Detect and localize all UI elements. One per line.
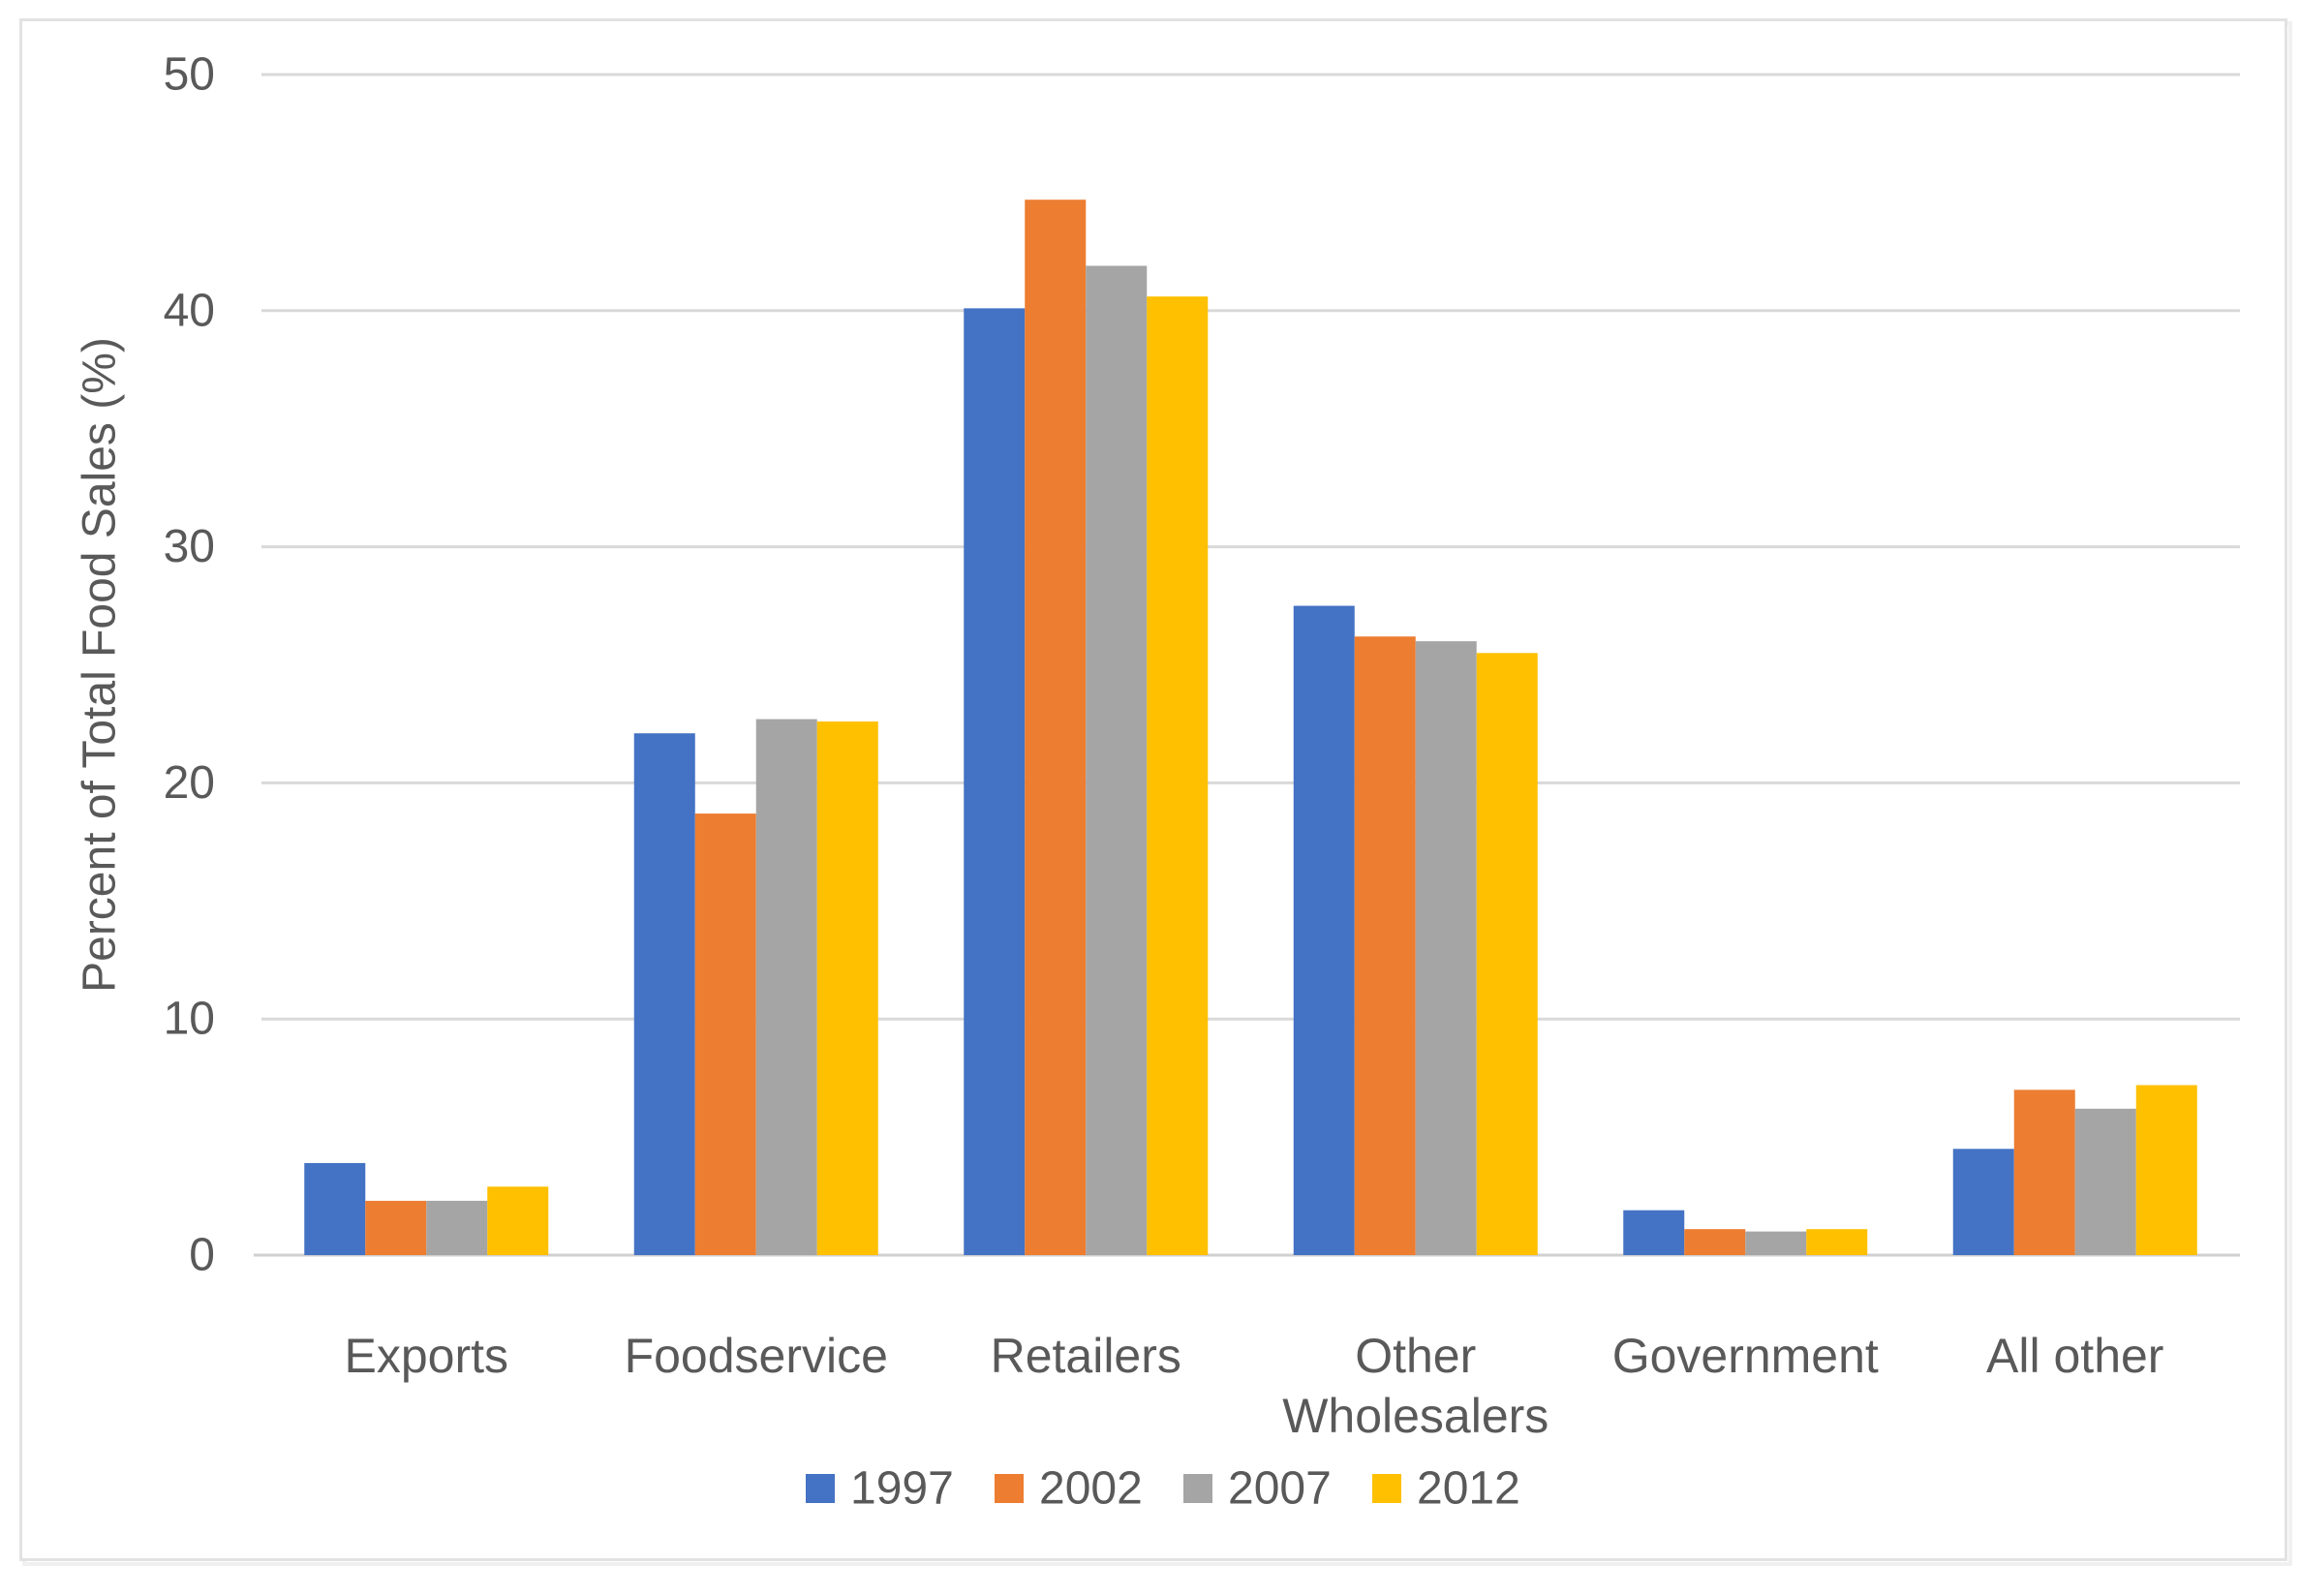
x-category-label-other-wholesalers-line1: Other xyxy=(1355,1329,1476,1383)
bar-foodservice-2002 xyxy=(694,813,756,1255)
bar-foodservice-2007 xyxy=(755,719,817,1255)
bar-retailers-1997 xyxy=(964,308,1026,1255)
bar-other-wholesalers-2002 xyxy=(1354,636,1416,1255)
bar-retailers-2002 xyxy=(1025,200,1087,1256)
legend-swatch-2002 xyxy=(995,1474,1024,1503)
legend-label-2002: 2002 xyxy=(1039,1463,1143,1515)
y-axis-title: Percent of Total Food Sales (%) xyxy=(75,337,126,993)
bar-all-other-2012 xyxy=(2135,1085,2197,1255)
bar-government-1997 xyxy=(1623,1210,1685,1255)
y-tick-label-30: 30 xyxy=(164,521,215,572)
chart-frame xyxy=(19,18,2287,1561)
legend-swatch-2007 xyxy=(1183,1474,1212,1503)
x-category-label-foodservice: Foodservice xyxy=(625,1329,888,1383)
bar-exports-2007 xyxy=(426,1200,488,1255)
legend-swatch-1997 xyxy=(806,1474,835,1503)
x-category-label-exports: Exports xyxy=(344,1329,508,1383)
legend-label-2012: 2012 xyxy=(1417,1463,1520,1515)
bar-all-other-2007 xyxy=(2074,1108,2136,1255)
y-tick-label-10: 10 xyxy=(164,994,215,1045)
bar-other-wholesalers-2007 xyxy=(1415,641,1477,1255)
bar-other-wholesalers-1997 xyxy=(1293,605,1355,1255)
bar-all-other-2002 xyxy=(2013,1090,2075,1255)
bar-other-wholesalers-2012 xyxy=(1476,653,1538,1255)
bar-retailers-2012 xyxy=(1147,296,1209,1255)
bar-government-2012 xyxy=(1806,1229,1868,1255)
bar-all-other-1997 xyxy=(1952,1149,2014,1255)
bar-government-2007 xyxy=(1745,1231,1807,1255)
bar-retailers-2007 xyxy=(1086,265,1148,1255)
bar-foodservice-1997 xyxy=(633,733,695,1255)
y-tick-label-50: 50 xyxy=(164,49,215,101)
x-category-label-other-wholesalers-line2: Wholesalers xyxy=(1282,1389,1549,1443)
bar-government-2002 xyxy=(1684,1229,1746,1255)
legend-label-1997: 1997 xyxy=(850,1463,954,1515)
legend-swatch-2012 xyxy=(1372,1474,1401,1503)
x-category-label-government: Government xyxy=(1612,1329,1879,1383)
y-tick-label-20: 20 xyxy=(164,757,215,809)
bar-exports-1997 xyxy=(304,1162,366,1255)
bar-exports-2012 xyxy=(487,1186,549,1255)
x-category-label-retailers: Retailers xyxy=(991,1329,1181,1383)
y-tick-label-40: 40 xyxy=(164,285,215,336)
bar-foodservice-2012 xyxy=(816,721,878,1255)
x-category-label-all-other: All other xyxy=(1986,1329,2163,1383)
legend-label-2007: 2007 xyxy=(1228,1463,1332,1515)
bar-exports-2002 xyxy=(365,1200,427,1255)
y-tick-label-0: 0 xyxy=(189,1230,215,1281)
